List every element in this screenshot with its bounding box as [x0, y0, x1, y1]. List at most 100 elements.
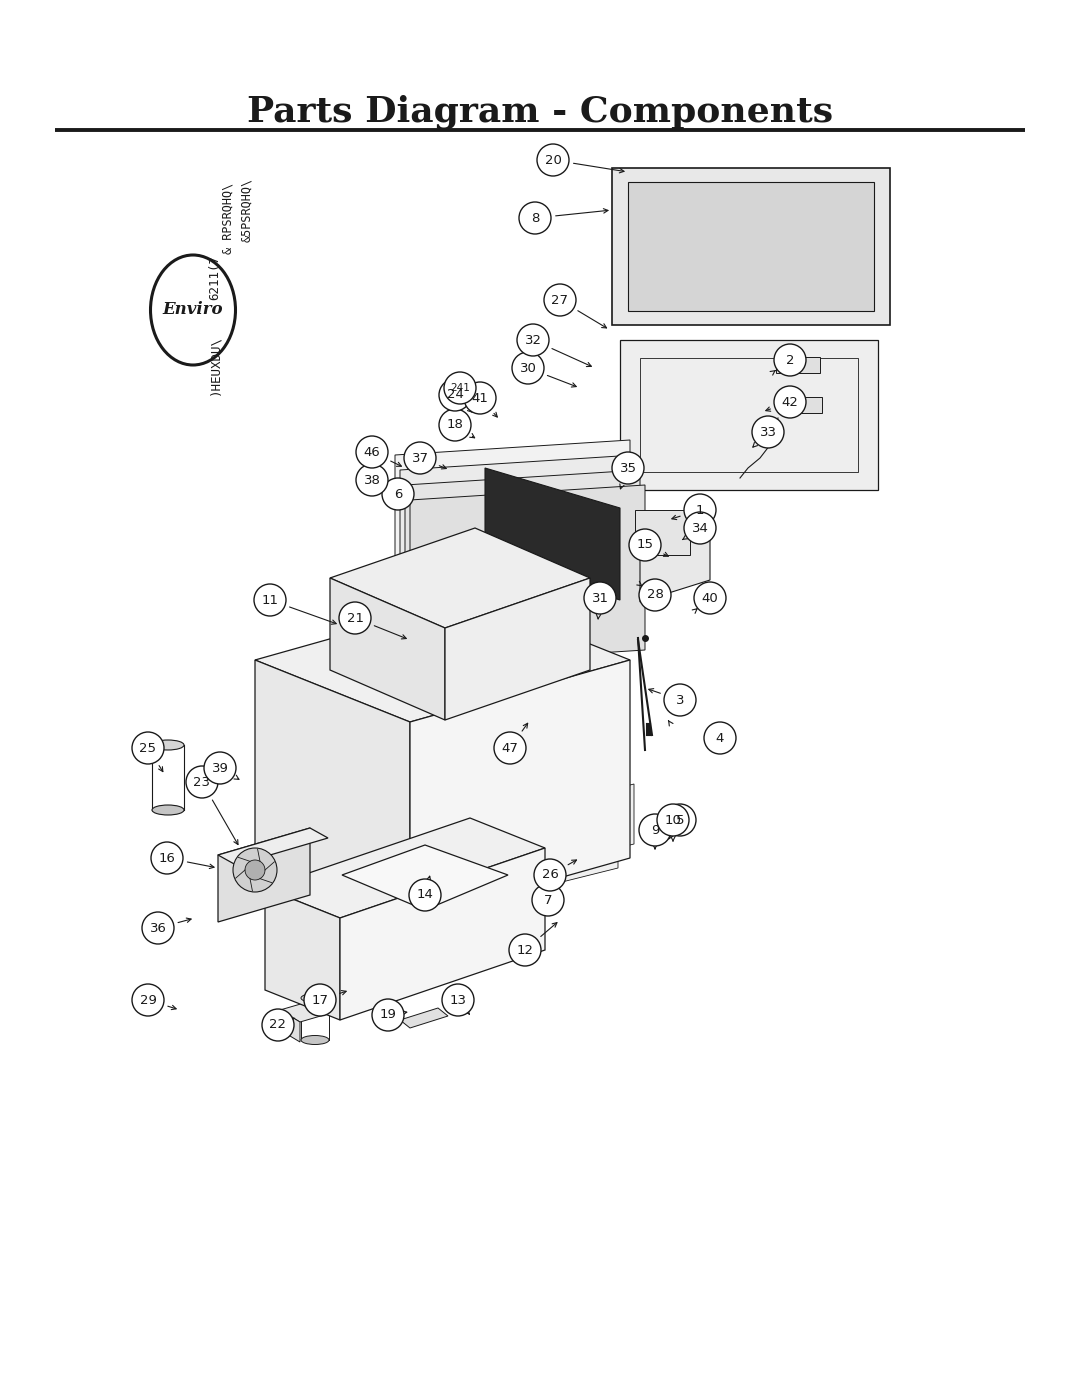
Polygon shape [330, 528, 590, 629]
Circle shape [544, 284, 576, 316]
Text: 40: 40 [702, 591, 718, 605]
Text: 6: 6 [394, 488, 402, 500]
Polygon shape [330, 578, 445, 719]
Circle shape [664, 805, 696, 835]
Text: 28: 28 [647, 588, 663, 602]
Text: 5: 5 [676, 813, 685, 827]
Text: 17: 17 [311, 993, 328, 1006]
Circle shape [464, 381, 496, 414]
Text: 8: 8 [530, 211, 539, 225]
Polygon shape [280, 978, 410, 1023]
Polygon shape [620, 339, 878, 490]
Text: 46: 46 [364, 446, 380, 458]
Text: 29: 29 [139, 993, 157, 1006]
Circle shape [204, 752, 237, 784]
Text: 27: 27 [552, 293, 568, 306]
Circle shape [141, 912, 174, 944]
Polygon shape [485, 468, 620, 599]
Polygon shape [340, 848, 545, 1020]
Circle shape [537, 144, 569, 176]
Text: 18: 18 [446, 419, 463, 432]
Circle shape [639, 814, 671, 847]
Text: 13: 13 [449, 993, 467, 1006]
Text: 47: 47 [501, 742, 518, 754]
Circle shape [438, 379, 471, 411]
Text: 42: 42 [782, 395, 798, 408]
Text: 30: 30 [519, 362, 537, 374]
Text: 21: 21 [347, 612, 364, 624]
Text: 2: 2 [786, 353, 794, 366]
Circle shape [404, 441, 436, 474]
Bar [635, 510, 690, 555]
Text: 37: 37 [411, 451, 429, 464]
Circle shape [639, 578, 671, 610]
Circle shape [382, 478, 414, 510]
Circle shape [409, 879, 441, 911]
Text: 25: 25 [139, 742, 157, 754]
Text: 22: 22 [270, 1018, 286, 1031]
Circle shape [303, 983, 336, 1016]
Polygon shape [280, 1010, 300, 1042]
Text: 39: 39 [212, 761, 229, 774]
Circle shape [774, 344, 806, 376]
Circle shape [684, 495, 716, 527]
Ellipse shape [152, 805, 184, 814]
Circle shape [532, 884, 564, 916]
Circle shape [657, 805, 689, 835]
Text: )HEUXDU\: )HEUXDU\ [208, 335, 221, 395]
Text: 32: 32 [525, 334, 541, 346]
Polygon shape [218, 828, 328, 865]
Circle shape [519, 203, 551, 235]
Text: 1: 1 [696, 503, 704, 517]
Text: 26: 26 [541, 869, 558, 882]
Text: 9: 9 [651, 823, 659, 837]
Polygon shape [490, 807, 618, 900]
Text: Enviro: Enviro [163, 302, 224, 319]
Circle shape [444, 372, 476, 404]
Circle shape [694, 583, 726, 615]
Text: 6211(7: 6211(7 [208, 256, 221, 300]
Text: 35: 35 [620, 461, 636, 475]
Circle shape [584, 583, 616, 615]
Bar [778, 397, 822, 414]
Circle shape [356, 464, 388, 496]
Polygon shape [265, 819, 545, 918]
Text: Parts Diagram - Components: Parts Diagram - Components [247, 95, 833, 130]
Text: & RPSRQHQ\: & RPSRQHQ\ [221, 183, 234, 254]
Polygon shape [395, 440, 630, 620]
Circle shape [262, 1009, 294, 1041]
Polygon shape [218, 828, 310, 922]
Ellipse shape [152, 740, 184, 750]
Circle shape [664, 685, 696, 717]
Polygon shape [507, 784, 634, 876]
Circle shape [132, 732, 164, 764]
Text: 241: 241 [450, 383, 470, 393]
Polygon shape [255, 598, 630, 722]
Text: 23: 23 [193, 775, 211, 788]
Polygon shape [265, 888, 340, 1020]
Circle shape [774, 386, 806, 418]
Text: 41: 41 [472, 391, 488, 405]
Bar [777, 358, 820, 373]
Text: 4: 4 [716, 732, 725, 745]
Polygon shape [640, 509, 710, 602]
Circle shape [186, 766, 218, 798]
Ellipse shape [301, 993, 329, 1003]
Circle shape [612, 453, 644, 483]
Text: 36: 36 [149, 922, 166, 935]
Text: 14: 14 [417, 888, 433, 901]
Circle shape [534, 859, 566, 891]
Polygon shape [627, 182, 874, 312]
Circle shape [704, 722, 735, 754]
Circle shape [254, 584, 286, 616]
Text: 33: 33 [759, 426, 777, 439]
Text: 16: 16 [159, 852, 175, 865]
Text: &5PSRQHQ\: &5PSRQHQ\ [241, 177, 254, 242]
Circle shape [151, 842, 183, 875]
Polygon shape [255, 659, 410, 921]
Text: 3: 3 [676, 693, 685, 707]
Circle shape [339, 602, 372, 634]
Circle shape [356, 436, 388, 468]
Text: 20: 20 [544, 154, 562, 166]
Polygon shape [612, 168, 890, 326]
